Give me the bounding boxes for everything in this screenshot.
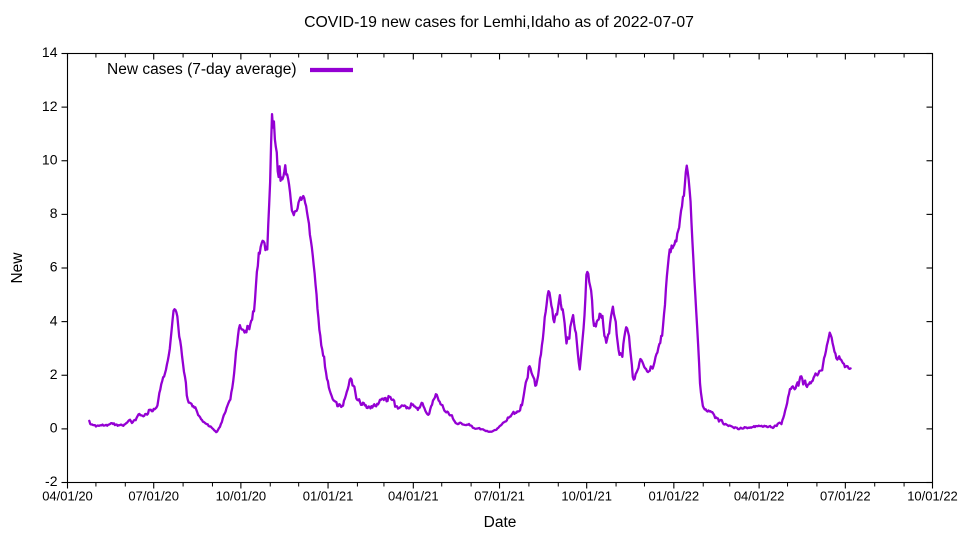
svg-text:14: 14 (42, 44, 58, 60)
svg-text:10: 10 (42, 151, 58, 167)
svg-text:0: 0 (50, 420, 58, 436)
svg-text:07/01/20: 07/01/20 (128, 489, 179, 504)
svg-text:04/01/22: 04/01/22 (734, 489, 785, 504)
svg-text:04/01/20: 04/01/20 (42, 489, 93, 504)
svg-text:6: 6 (50, 259, 58, 275)
svg-text:8: 8 (50, 205, 58, 221)
svg-text:Date: Date (484, 514, 517, 531)
svg-text:4: 4 (50, 312, 58, 328)
svg-text:10/01/22: 10/01/22 (907, 489, 958, 504)
svg-text:01/01/22: 01/01/22 (649, 489, 700, 504)
svg-text:-2: -2 (45, 473, 58, 489)
svg-text:New cases (7-day average): New cases (7-day average) (107, 61, 297, 78)
svg-text:12: 12 (42, 98, 58, 114)
svg-text:New: New (9, 252, 26, 284)
svg-text:07/01/21: 07/01/21 (474, 489, 525, 504)
svg-text:01/01/21: 01/01/21 (303, 489, 354, 504)
svg-text:07/01/22: 07/01/22 (820, 489, 871, 504)
svg-text:10/01/20: 10/01/20 (216, 489, 267, 504)
svg-text:COVID-19 new cases for Lemhi,I: COVID-19 new cases for Lemhi,Idaho as of… (304, 14, 694, 31)
svg-text:2: 2 (50, 366, 58, 382)
svg-text:04/01/21: 04/01/21 (388, 489, 439, 504)
svg-text:10/01/21: 10/01/21 (561, 489, 612, 504)
